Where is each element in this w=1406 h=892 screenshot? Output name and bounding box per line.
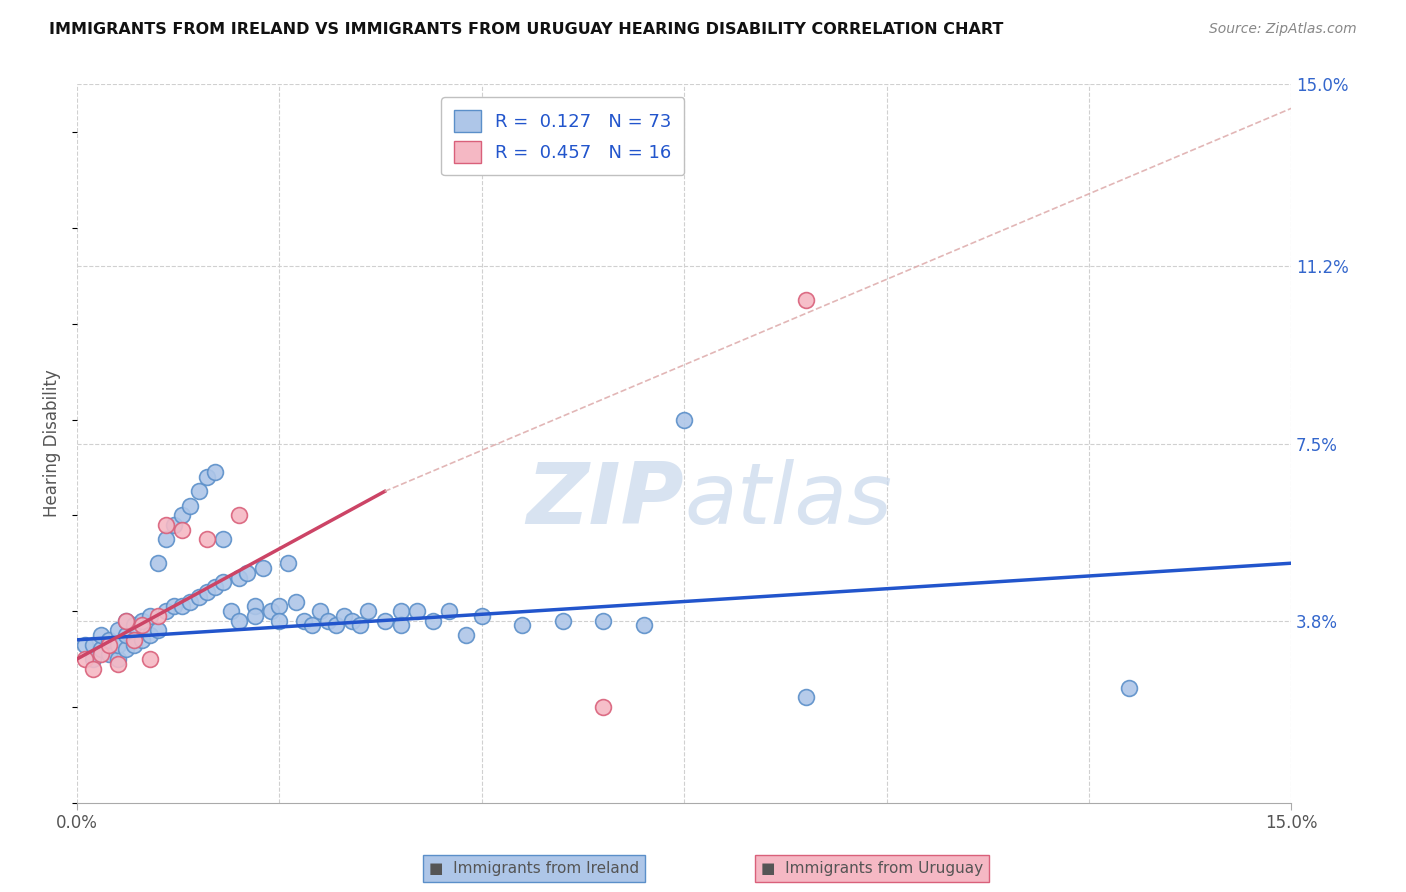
Point: [75, 652, 97, 666]
Point: [349, 618, 371, 632]
Point: [592, 699, 614, 714]
Point: [146, 556, 169, 570]
Point: [122, 618, 145, 632]
Point: [301, 618, 323, 632]
Point: [163, 599, 186, 614]
Point: [633, 618, 655, 632]
Point: [98, 638, 121, 652]
Point: [172, 523, 194, 537]
Point: [122, 632, 145, 647]
Point: [551, 614, 574, 628]
Point: [107, 638, 129, 652]
Point: [236, 566, 259, 580]
Point: [422, 614, 444, 628]
Point: [243, 599, 266, 614]
Point: [179, 499, 201, 513]
Point: [107, 652, 129, 666]
Point: [114, 628, 136, 642]
Point: [82, 652, 104, 666]
Point: [269, 614, 291, 628]
Point: [179, 594, 201, 608]
Point: [187, 590, 209, 604]
Point: [163, 517, 186, 532]
Text: ■  Immigrants from Ireland: ■ Immigrants from Ireland: [429, 861, 640, 876]
Text: atlas: atlas: [685, 459, 893, 542]
Point: [228, 614, 250, 628]
Point: [471, 608, 494, 623]
Point: [172, 508, 194, 523]
Point: [673, 412, 696, 426]
Point: [90, 642, 112, 657]
Point: [204, 465, 226, 479]
Point: [342, 614, 364, 628]
Point: [219, 604, 242, 618]
Point: [389, 604, 412, 618]
Point: [439, 604, 461, 618]
Point: [131, 632, 153, 647]
Point: [243, 608, 266, 623]
Point: [374, 614, 396, 628]
Point: [98, 632, 121, 647]
Point: [454, 628, 477, 642]
Point: [794, 293, 817, 307]
Point: [252, 561, 274, 575]
Text: ■  Immigrants from Uruguay: ■ Immigrants from Uruguay: [761, 861, 983, 876]
Point: [195, 533, 218, 547]
Point: [139, 652, 162, 666]
Point: [277, 556, 299, 570]
Point: [794, 690, 817, 705]
Point: [107, 624, 129, 638]
Point: [510, 618, 533, 632]
Point: [131, 618, 153, 632]
Point: [107, 657, 129, 671]
Point: [325, 618, 347, 632]
Point: [592, 614, 614, 628]
Text: Source: ZipAtlas.com: Source: ZipAtlas.com: [1209, 22, 1357, 37]
Point: [146, 624, 169, 638]
Point: [82, 638, 104, 652]
Point: [82, 661, 104, 675]
Point: [90, 647, 112, 661]
Point: [98, 647, 121, 661]
Legend: R =  0.127   N = 73, R =  0.457   N = 16: R = 0.127 N = 73, R = 0.457 N = 16: [441, 97, 685, 176]
Point: [357, 604, 380, 618]
Point: [114, 614, 136, 628]
Point: [292, 614, 315, 628]
Point: [228, 508, 250, 523]
Point: [114, 642, 136, 657]
Point: [122, 638, 145, 652]
Point: [155, 533, 177, 547]
Point: [195, 470, 218, 484]
Point: [146, 608, 169, 623]
Point: [309, 604, 332, 618]
Point: [139, 608, 162, 623]
Point: [114, 614, 136, 628]
Y-axis label: Hearing Disability: Hearing Disability: [44, 369, 60, 517]
Point: [333, 608, 356, 623]
Point: [75, 638, 97, 652]
Point: [269, 599, 291, 614]
Point: [90, 628, 112, 642]
Point: [1118, 681, 1140, 695]
Point: [204, 580, 226, 594]
Text: IMMIGRANTS FROM IRELAND VS IMMIGRANTS FROM URUGUAY HEARING DISABILITY CORRELATIO: IMMIGRANTS FROM IRELAND VS IMMIGRANTS FR…: [49, 22, 1004, 37]
Point: [228, 571, 250, 585]
Point: [211, 575, 233, 590]
Point: [406, 604, 429, 618]
Point: [155, 517, 177, 532]
Point: [139, 628, 162, 642]
Point: [172, 599, 194, 614]
Point: [260, 604, 283, 618]
Text: ZIP: ZIP: [526, 459, 685, 542]
Point: [187, 484, 209, 499]
Point: [211, 533, 233, 547]
Point: [195, 585, 218, 599]
Point: [316, 614, 339, 628]
Point: [284, 594, 307, 608]
Point: [155, 604, 177, 618]
Point: [389, 618, 412, 632]
Point: [131, 614, 153, 628]
